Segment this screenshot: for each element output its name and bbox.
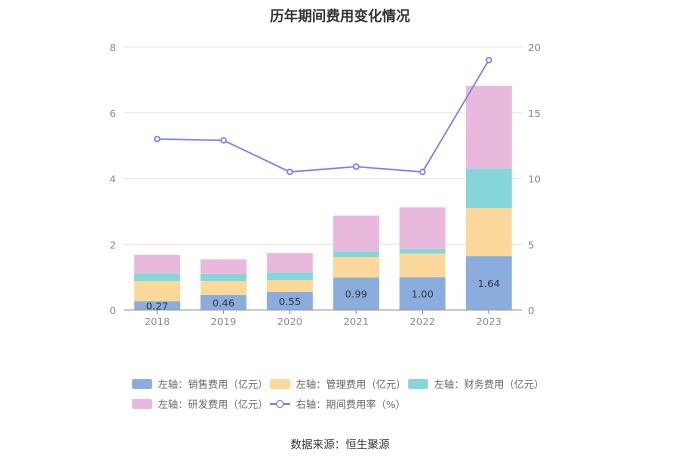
left-axis-tick-label: 8 [110,43,116,54]
legend-swatch [408,378,428,389]
bar-data-label: 0.27 [146,302,168,313]
rate-point [352,163,360,170]
right-axis-tick-label: 5 [528,240,534,251]
label-layer: 0.27 0.46 0.55 0.99 1.00 1.64 [146,279,500,313]
legend-item[interactable]: 左轴：财务费用（亿元） [408,376,544,391]
bar-segment [134,273,181,282]
bar-segment [200,294,247,310]
bar-data-label: 1.00 [411,290,433,301]
legend-label: 左轴：销售费用（亿元） [158,380,268,391]
bar-segment [333,215,380,252]
x-axis-tick-label: 2022 [410,317,435,328]
x-axis-tick-label: 2019 [211,317,236,328]
bar-segment [200,259,247,274]
bar-segment [399,248,446,254]
bar-data-label: 1.64 [478,279,500,290]
chart-title: 历年期间费用变化情况 [270,9,410,25]
legend-line-marker-icon [270,399,290,409]
bars-layer [134,85,512,310]
right-axis-tick-label: 15 [528,109,541,120]
legend-item[interactable]: 左轴：研发费用（亿元） [132,396,268,411]
bar-data-label: 0.55 [279,297,301,308]
line-layer [153,56,493,176]
legend-swatch [270,378,290,389]
bar-segment [399,253,446,278]
left-axis-tick-label: 4 [110,175,116,186]
bar-segment [465,85,512,169]
right-axis-tick-label: 20 [528,43,541,54]
bar-segment [200,273,247,282]
bar-segment [134,301,181,310]
legend-label: 右轴：期间费用率（%） [296,400,406,411]
x-axis-tick-label: 2023 [476,317,501,328]
bar-segment [465,256,512,310]
x-axis-tick-label: 2018 [144,317,169,328]
rate-point [153,135,161,143]
source-note: 数据来源：恒生聚源 [290,438,390,451]
rate-point [286,168,294,176]
bar-segment [266,291,313,310]
bar-segment [266,253,313,273]
right-axis-tick-label: 10 [528,175,541,186]
x-axis-tick-label: 2021 [343,317,368,328]
bar-segment [465,208,512,257]
bar-segment [333,257,380,278]
legend-item[interactable]: 右轴：期间费用率（%） [270,396,406,411]
bar-segment [465,168,512,209]
right-axis-tick-label: 0 [528,306,534,317]
rate-point [419,168,426,176]
legend-label: 左轴：管理费用（亿元） [296,380,406,391]
legend-label: 左轴：财务费用（亿元） [434,380,544,391]
bar-segment [333,251,380,258]
legend-item[interactable]: 左轴：销售费用（亿元） [132,376,268,391]
bar-segment [399,207,446,249]
grid-layer [124,46,522,245]
legend-label: 左轴：研发费用（亿元） [158,400,268,411]
legend-item[interactable]: 左轴：管理费用（亿元） [270,376,406,391]
bar-data-label: 0.99 [345,290,367,301]
legend-swatch [132,378,152,389]
bar-segment [266,280,313,292]
left-axis-tick-label: 0 [110,306,116,317]
x-axis-tick-label: 2020 [277,317,302,328]
left-axis-tick-label: 6 [110,109,116,120]
legend-swatch [132,398,152,409]
bar-segment [399,277,446,310]
left-axis-tick-label: 2 [110,240,116,251]
bar-segment [134,281,181,302]
bar-segment [266,272,313,281]
bar-segment [333,277,380,310]
bar-data-label: 0.46 [212,298,234,309]
rate-point [220,137,227,144]
axis-layer: 0 2 4 6 8 0 5 10 15 20 2018 2019 2020 2021 2022 2023 [110,43,541,328]
bar-segment [134,254,181,274]
rate-line [157,59,490,173]
bar-segment [200,281,247,295]
rate-point [485,56,493,64]
